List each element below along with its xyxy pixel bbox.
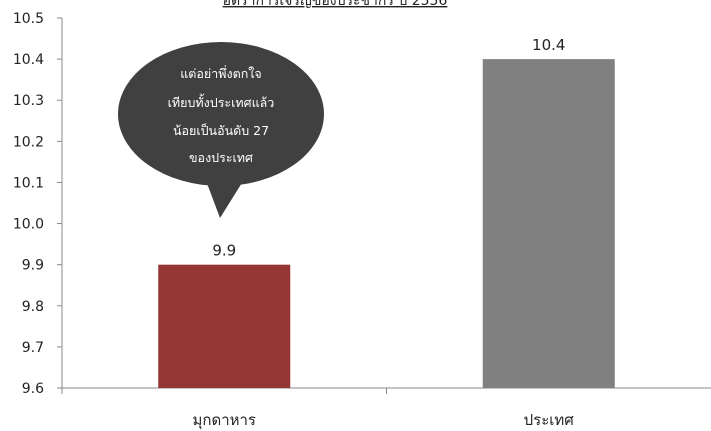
y-tick-label: 9.9 [22, 258, 44, 274]
data-label: 9.9 [212, 242, 236, 260]
y-tick-label: 9.7 [22, 340, 44, 356]
y-tick-label: 9.6 [22, 381, 44, 397]
callout-line: เทียบทั้งประเทศแล้ว [168, 93, 275, 110]
y-tick-label: 10.3 [13, 93, 44, 109]
callout-bubble: แต่อย่าพึ่งตกใจเทียบทั้งประเทศแล้วน้อยเป… [118, 42, 324, 218]
category-label: มุกดาหาร [192, 411, 256, 430]
y-tick-label: 10.1 [13, 175, 44, 191]
y-tick-label: 10.4 [13, 52, 44, 68]
bar [158, 264, 291, 388]
y-tick-label: 10.0 [13, 217, 44, 233]
callout-line: ของประเทศ [189, 150, 253, 165]
data-label: 10.4 [532, 36, 565, 54]
y-tick-label: 10.2 [13, 134, 44, 150]
callout-line: แต่อย่าพึ่งตกใจ [180, 65, 261, 81]
y-tick-label: 10.5 [13, 11, 44, 27]
callout-ellipse [118, 42, 324, 186]
bars: 9.9 มุกดาหาร 10.4 ประเทศ [158, 36, 615, 430]
callout-pointer [205, 178, 245, 218]
chart-title: อัตราการเจริญของประชากร ปี 2556 [223, 0, 448, 9]
bar [482, 59, 615, 388]
category-label: ประเทศ [524, 411, 575, 429]
callout-line: น้อยเป็นอันดับ 27 [173, 123, 269, 138]
y-tick-label: 9.8 [22, 299, 44, 315]
